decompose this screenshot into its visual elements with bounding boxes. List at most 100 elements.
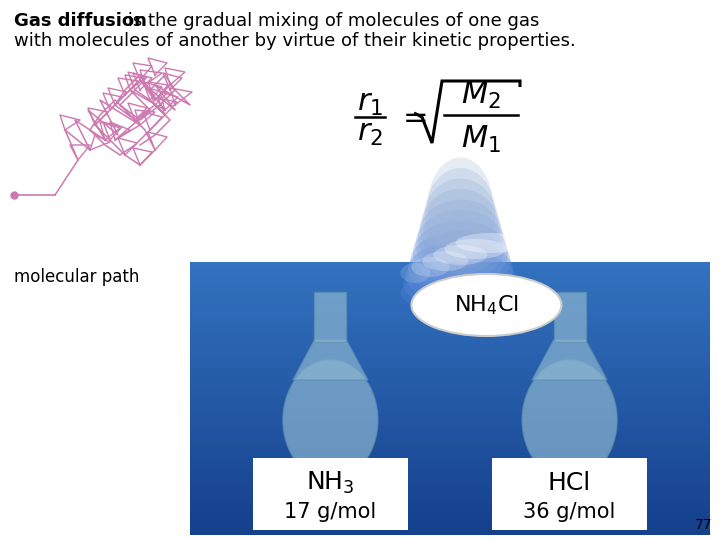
Ellipse shape <box>423 179 498 264</box>
Ellipse shape <box>400 263 431 283</box>
Bar <box>190 430 710 435</box>
Polygon shape <box>532 340 607 380</box>
Text: NH$_3$: NH$_3$ <box>306 470 355 496</box>
Bar <box>190 443 710 449</box>
Ellipse shape <box>408 241 513 296</box>
Bar <box>190 271 710 276</box>
Ellipse shape <box>428 158 493 253</box>
Ellipse shape <box>411 274 562 336</box>
Bar <box>190 507 710 512</box>
Polygon shape <box>293 340 368 380</box>
Text: $M_2$: $M_2$ <box>461 79 501 111</box>
Bar <box>190 493 710 499</box>
FancyBboxPatch shape <box>310 476 351 496</box>
Bar <box>190 502 710 508</box>
Bar <box>190 262 710 267</box>
Bar <box>190 371 710 376</box>
Bar <box>190 521 710 526</box>
Text: 17 g/mol: 17 g/mol <box>284 502 377 522</box>
Bar <box>190 353 710 358</box>
Text: molecular path: molecular path <box>14 268 140 286</box>
Bar <box>190 267 710 272</box>
Ellipse shape <box>456 233 526 253</box>
Bar <box>190 466 710 471</box>
Bar <box>190 489 710 494</box>
Text: $=$: $=$ <box>397 103 427 132</box>
Bar <box>190 529 710 535</box>
Bar <box>190 421 710 426</box>
Ellipse shape <box>403 262 518 307</box>
Bar <box>190 457 710 462</box>
Bar <box>190 384 710 390</box>
Bar <box>190 285 710 290</box>
Bar <box>190 307 710 313</box>
Bar <box>190 448 710 454</box>
Bar <box>190 366 710 372</box>
Text: $r_2$: $r_2$ <box>357 118 383 148</box>
Bar <box>190 289 710 295</box>
Ellipse shape <box>413 220 508 286</box>
Bar <box>554 292 585 342</box>
Text: is the gradual mixing of molecules of one gas: is the gradual mixing of molecules of on… <box>122 12 539 30</box>
Bar <box>190 470 710 476</box>
Bar <box>190 416 710 422</box>
Ellipse shape <box>522 360 617 480</box>
Bar <box>190 453 710 458</box>
Bar <box>190 326 710 331</box>
Bar <box>190 294 710 299</box>
Ellipse shape <box>433 245 487 265</box>
Ellipse shape <box>420 189 500 269</box>
Bar <box>190 525 710 530</box>
Ellipse shape <box>400 273 521 313</box>
Bar <box>190 357 710 363</box>
Bar <box>190 348 710 354</box>
Bar <box>190 411 710 417</box>
Bar <box>190 498 710 503</box>
Bar <box>253 458 408 530</box>
Text: with molecules of another by virtue of their kinetic properties.: with molecules of another by virtue of t… <box>14 32 576 50</box>
Ellipse shape <box>405 252 516 302</box>
Ellipse shape <box>418 199 503 274</box>
Bar <box>190 462 710 467</box>
Bar <box>190 362 710 367</box>
Text: $r_1$: $r_1$ <box>357 87 383 118</box>
Bar <box>190 425 710 431</box>
Ellipse shape <box>426 168 495 258</box>
Bar <box>190 511 710 517</box>
Bar <box>190 330 710 335</box>
Bar <box>492 458 647 530</box>
Text: 36 g/mol: 36 g/mol <box>523 502 616 522</box>
FancyBboxPatch shape <box>549 476 590 496</box>
Bar <box>190 402 710 408</box>
Bar <box>190 407 710 413</box>
Text: 77: 77 <box>695 518 712 532</box>
Bar <box>190 298 710 304</box>
Bar <box>190 475 710 481</box>
Bar <box>190 375 710 381</box>
Bar <box>190 303 710 308</box>
Bar <box>190 484 710 490</box>
Bar <box>190 398 710 403</box>
Text: Gas diffusion: Gas diffusion <box>14 12 147 30</box>
Bar <box>190 343 710 349</box>
Bar <box>190 312 710 318</box>
Ellipse shape <box>411 257 449 277</box>
Bar <box>190 275 710 281</box>
Bar <box>190 480 710 485</box>
Ellipse shape <box>444 239 506 259</box>
Bar <box>190 280 710 286</box>
Bar <box>190 439 710 444</box>
Text: HCl: HCl <box>548 471 591 495</box>
Text: $M_1$: $M_1$ <box>461 124 501 154</box>
Ellipse shape <box>415 210 505 280</box>
Bar <box>315 292 346 342</box>
Text: NH$_4$Cl: NH$_4$Cl <box>454 293 519 317</box>
Ellipse shape <box>423 251 469 271</box>
Bar <box>190 394 710 399</box>
Bar <box>190 389 710 394</box>
Bar <box>190 316 710 322</box>
Bar <box>190 516 710 522</box>
Bar <box>190 321 710 327</box>
Bar <box>190 335 710 340</box>
Bar <box>190 339 710 345</box>
